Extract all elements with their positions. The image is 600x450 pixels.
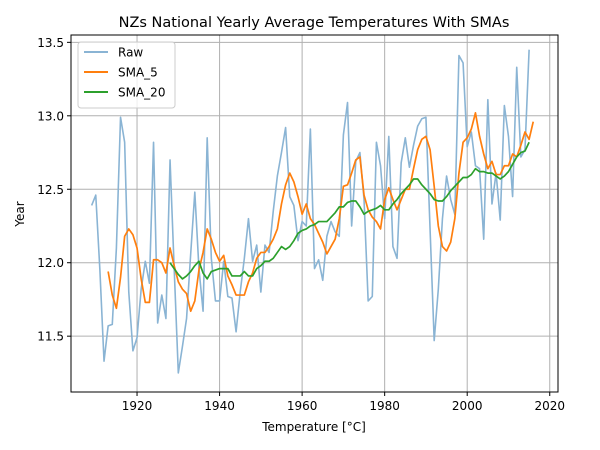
x-tick-label: 1940 (204, 399, 235, 413)
x-tick-label: 1980 (369, 399, 400, 413)
y-tick-label: 13.0 (37, 109, 64, 123)
y-tick-label: 11.5 (37, 330, 64, 344)
x-axis: 1920 1940 1960 1980 2000 2020 (122, 392, 565, 413)
series-line-sma-5 (107, 112, 535, 313)
legend-label-sma-5: SMA_5 (118, 66, 158, 80)
y-axis-label: Year (13, 201, 27, 227)
x-tick-label: 1960 (287, 399, 318, 413)
series-line-sma-20 (169, 141, 530, 280)
y-tick-label: 12.5 (37, 183, 64, 197)
x-tick-label: 2020 (534, 399, 565, 413)
y-tick-label: 12.0 (37, 256, 64, 270)
y-tick-label: 13.5 (37, 36, 64, 50)
legend: Raw SMA_5 SMA_20 (77, 41, 176, 109)
x-tick-label: 1920 (122, 399, 153, 413)
legend-label-raw: Raw (118, 46, 143, 60)
series-line-raw (90, 49, 530, 374)
series-layer (90, 49, 535, 374)
x-tick-label: 2000 (452, 399, 483, 413)
chart-title: NZs National Yearly Average Temperatures… (119, 15, 510, 31)
legend-label-sma-20: SMA_20 (118, 86, 165, 100)
x-axis-label: Temperature [°C] (261, 420, 366, 434)
plot-frame (70, 34, 559, 393)
y-axis: 11.5 12.0 12.5 13.0 13.5 (37, 36, 71, 344)
